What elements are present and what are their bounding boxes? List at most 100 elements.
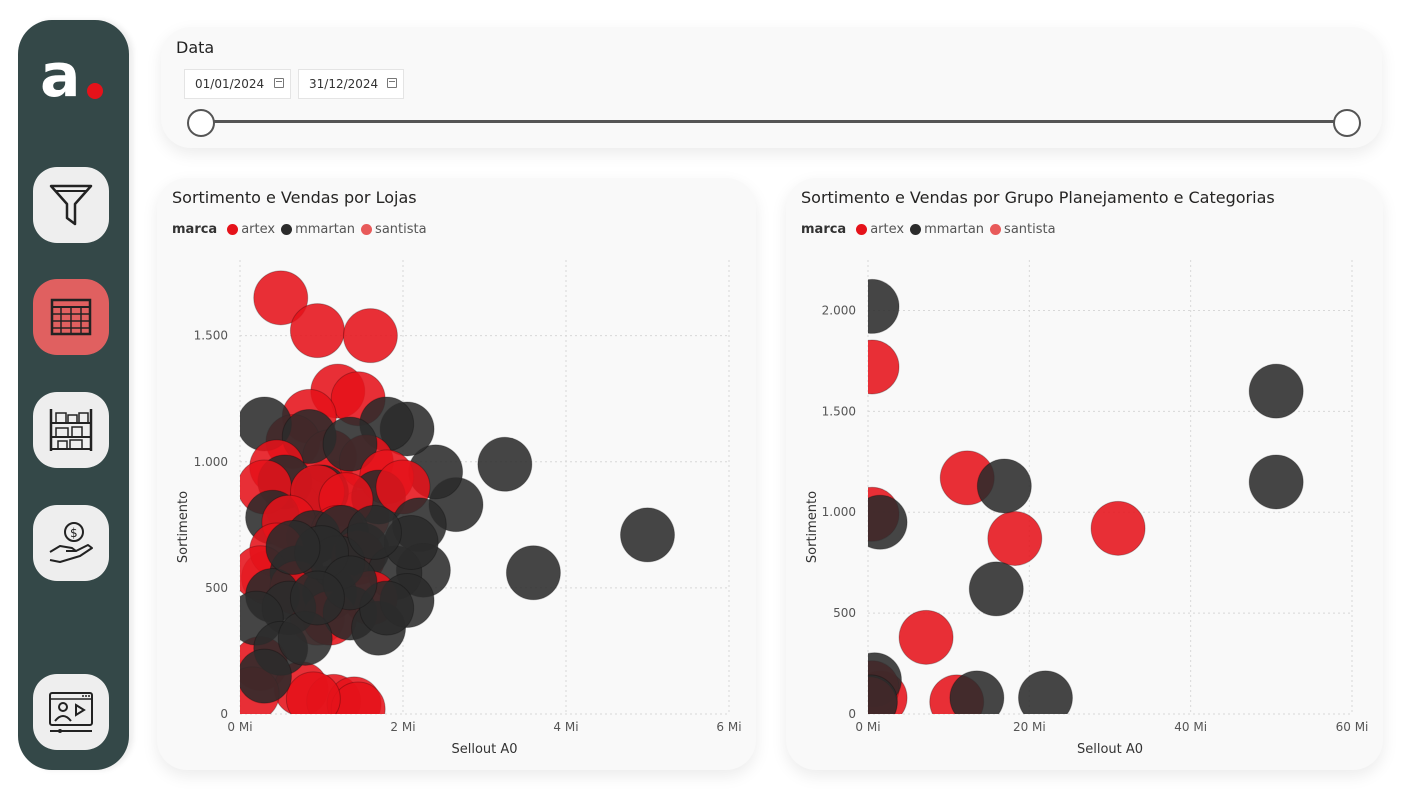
- legend-item-mmartan[interactable]: mmartan: [910, 222, 984, 237]
- calendar-icon[interactable]: [274, 78, 284, 88]
- data-point-mmartan[interactable]: [845, 278, 900, 334]
- data-point-mmartan[interactable]: [237, 648, 292, 704]
- legend-label: santista: [1004, 222, 1056, 237]
- x-tick-label: 60 Mi: [1336, 720, 1369, 734]
- svg-text:a: a: [40, 44, 81, 104]
- chart-title: Sortimento e Vendas por Grupo Planejamen…: [801, 188, 1275, 207]
- table-icon: [50, 298, 92, 336]
- nav-inventory-button[interactable]: [33, 392, 109, 468]
- end-date-input[interactable]: 31/12/2024: [298, 69, 404, 99]
- legend-label: mmartan: [924, 222, 985, 237]
- data-point-mmartan[interactable]: [1248, 454, 1304, 510]
- points-group: [237, 270, 675, 726]
- chart-card-grupo-categorias: Sortimento e Vendas por Grupo Planejamen…: [786, 178, 1383, 770]
- data-point-artex[interactable]: [253, 270, 309, 326]
- nav-video-button[interactable]: [33, 674, 109, 750]
- start-date-value: 01/01/2024: [195, 77, 265, 91]
- data-point-mmartan[interactable]: [949, 670, 1005, 725]
- legend-dot: [910, 224, 922, 235]
- y-tick-label: 1.500: [194, 329, 228, 343]
- data-point-mmartan[interactable]: [1248, 363, 1304, 419]
- date-filter-card: Data 01/01/2024 31/12/2024: [161, 27, 1382, 148]
- shelves-icon: [49, 409, 93, 451]
- data-point-mmartan[interactable]: [346, 504, 402, 560]
- data-point-mmartan[interactable]: [976, 458, 1032, 514]
- start-date-input[interactable]: 01/01/2024: [184, 69, 291, 99]
- end-date-value: 31/12/2024: [309, 77, 379, 91]
- data-point-artex[interactable]: [342, 308, 398, 364]
- scatter-chart-lojas: 0 500 1.000 1.500 0 Mi 2 Mi 4 Mi 6 Mi Sellout A0…: [176, 260, 742, 757]
- data-point-mmartan[interactable]: [505, 545, 561, 601]
- y-tick-label: 1.000: [822, 505, 856, 519]
- data-point-artex[interactable]: [898, 609, 954, 665]
- data-point-artex[interactable]: [845, 339, 900, 395]
- y-tick-label: 1.000: [194, 455, 228, 469]
- legend-dot: [990, 224, 1002, 235]
- legend-dot: [856, 224, 868, 235]
- scatter-chart-grupo-categorias: 0 500 1.000 1.500 2.000 0 Mi 20 Mi 40 Mi 60 Mi Se…: [805, 260, 1369, 757]
- legend-dot: [361, 224, 373, 235]
- chart-title: Sortimento e Vendas por Lojas: [172, 188, 417, 207]
- y-axis-label: Sortimento: [805, 491, 820, 563]
- chart-legend: marca artex mmartan santista: [801, 222, 1062, 237]
- y-tick-label: 0: [848, 707, 856, 721]
- x-tick-label: 0 Mi: [227, 720, 252, 734]
- legend-dot: [281, 224, 293, 235]
- video-presentation-icon: [49, 692, 93, 733]
- x-tick-label: 0 Mi: [855, 720, 880, 734]
- chart-legend: marca artex mmartan santista: [172, 222, 433, 237]
- x-axis-label: Sellout A0: [1077, 742, 1143, 757]
- data-point-artex[interactable]: [285, 671, 341, 726]
- legend-item-santista[interactable]: santista: [361, 222, 427, 237]
- legend-label: artex: [241, 222, 276, 237]
- chart-card-lojas: Sortimento e Vendas por Lojas marca arte…: [157, 178, 756, 770]
- data-point-mmartan[interactable]: [265, 520, 321, 576]
- data-point-mmartan[interactable]: [322, 416, 378, 472]
- legend-label: artex: [870, 222, 905, 237]
- date-range-end-handle[interactable]: [1333, 109, 1361, 137]
- data-point-mmartan[interactable]: [853, 494, 908, 550]
- x-axis-label: Sellout A0: [451, 742, 517, 757]
- nav-filter-button[interactable]: [33, 167, 109, 243]
- x-tick-label: 40 Mi: [1174, 720, 1207, 734]
- points-group: [843, 278, 1304, 729]
- data-point-artex[interactable]: [289, 303, 345, 359]
- legend-item-artex[interactable]: artex: [227, 222, 275, 237]
- x-tick-label: 6 Mi: [716, 720, 741, 734]
- data-point-mmartan[interactable]: [968, 561, 1024, 617]
- x-tick-label: 20 Mi: [1013, 720, 1046, 734]
- data-point-artex[interactable]: [1090, 500, 1146, 556]
- date-range-start-handle[interactable]: [187, 109, 215, 137]
- filter-icon: [49, 184, 93, 226]
- calendar-icon[interactable]: [387, 78, 397, 88]
- legend-dot: [227, 224, 239, 235]
- data-point-mmartan[interactable]: [843, 674, 898, 729]
- x-tick-label: 2 Mi: [390, 720, 415, 734]
- date-filter-title: Data: [176, 38, 215, 57]
- app-logo: a: [40, 41, 112, 111]
- y-tick-label: 2.000: [822, 303, 856, 317]
- y-tick-label: 500: [833, 606, 856, 620]
- svg-text:$: $: [70, 526, 78, 540]
- date-range-slider-track[interactable]: [201, 120, 1347, 123]
- legend-item-santista[interactable]: santista: [990, 222, 1056, 237]
- money-hand-icon: $: [49, 522, 93, 563]
- data-point-mmartan[interactable]: [477, 436, 533, 492]
- legend-item-mmartan[interactable]: mmartan: [281, 222, 355, 237]
- x-tick-label: 4 Mi: [553, 720, 578, 734]
- nav-table-button[interactable]: [33, 279, 109, 355]
- legend-title: marca: [172, 222, 218, 237]
- legend-item-artex[interactable]: artex: [856, 222, 904, 237]
- legend-label: santista: [375, 222, 427, 237]
- data-point-mmartan[interactable]: [620, 507, 675, 563]
- y-axis-label: Sortimento: [176, 491, 191, 563]
- y-tick-label: 500: [205, 581, 228, 595]
- legend-title: marca: [801, 222, 847, 237]
- data-point-mmartan[interactable]: [289, 570, 345, 626]
- nav-finance-button[interactable]: $: [33, 505, 109, 581]
- legend-label: mmartan: [295, 222, 356, 237]
- data-point-artex[interactable]: [987, 510, 1043, 566]
- y-tick-label: 1.500: [822, 404, 856, 418]
- y-tick-label: 0: [220, 707, 228, 721]
- data-point-mmartan[interactable]: [1017, 670, 1073, 725]
